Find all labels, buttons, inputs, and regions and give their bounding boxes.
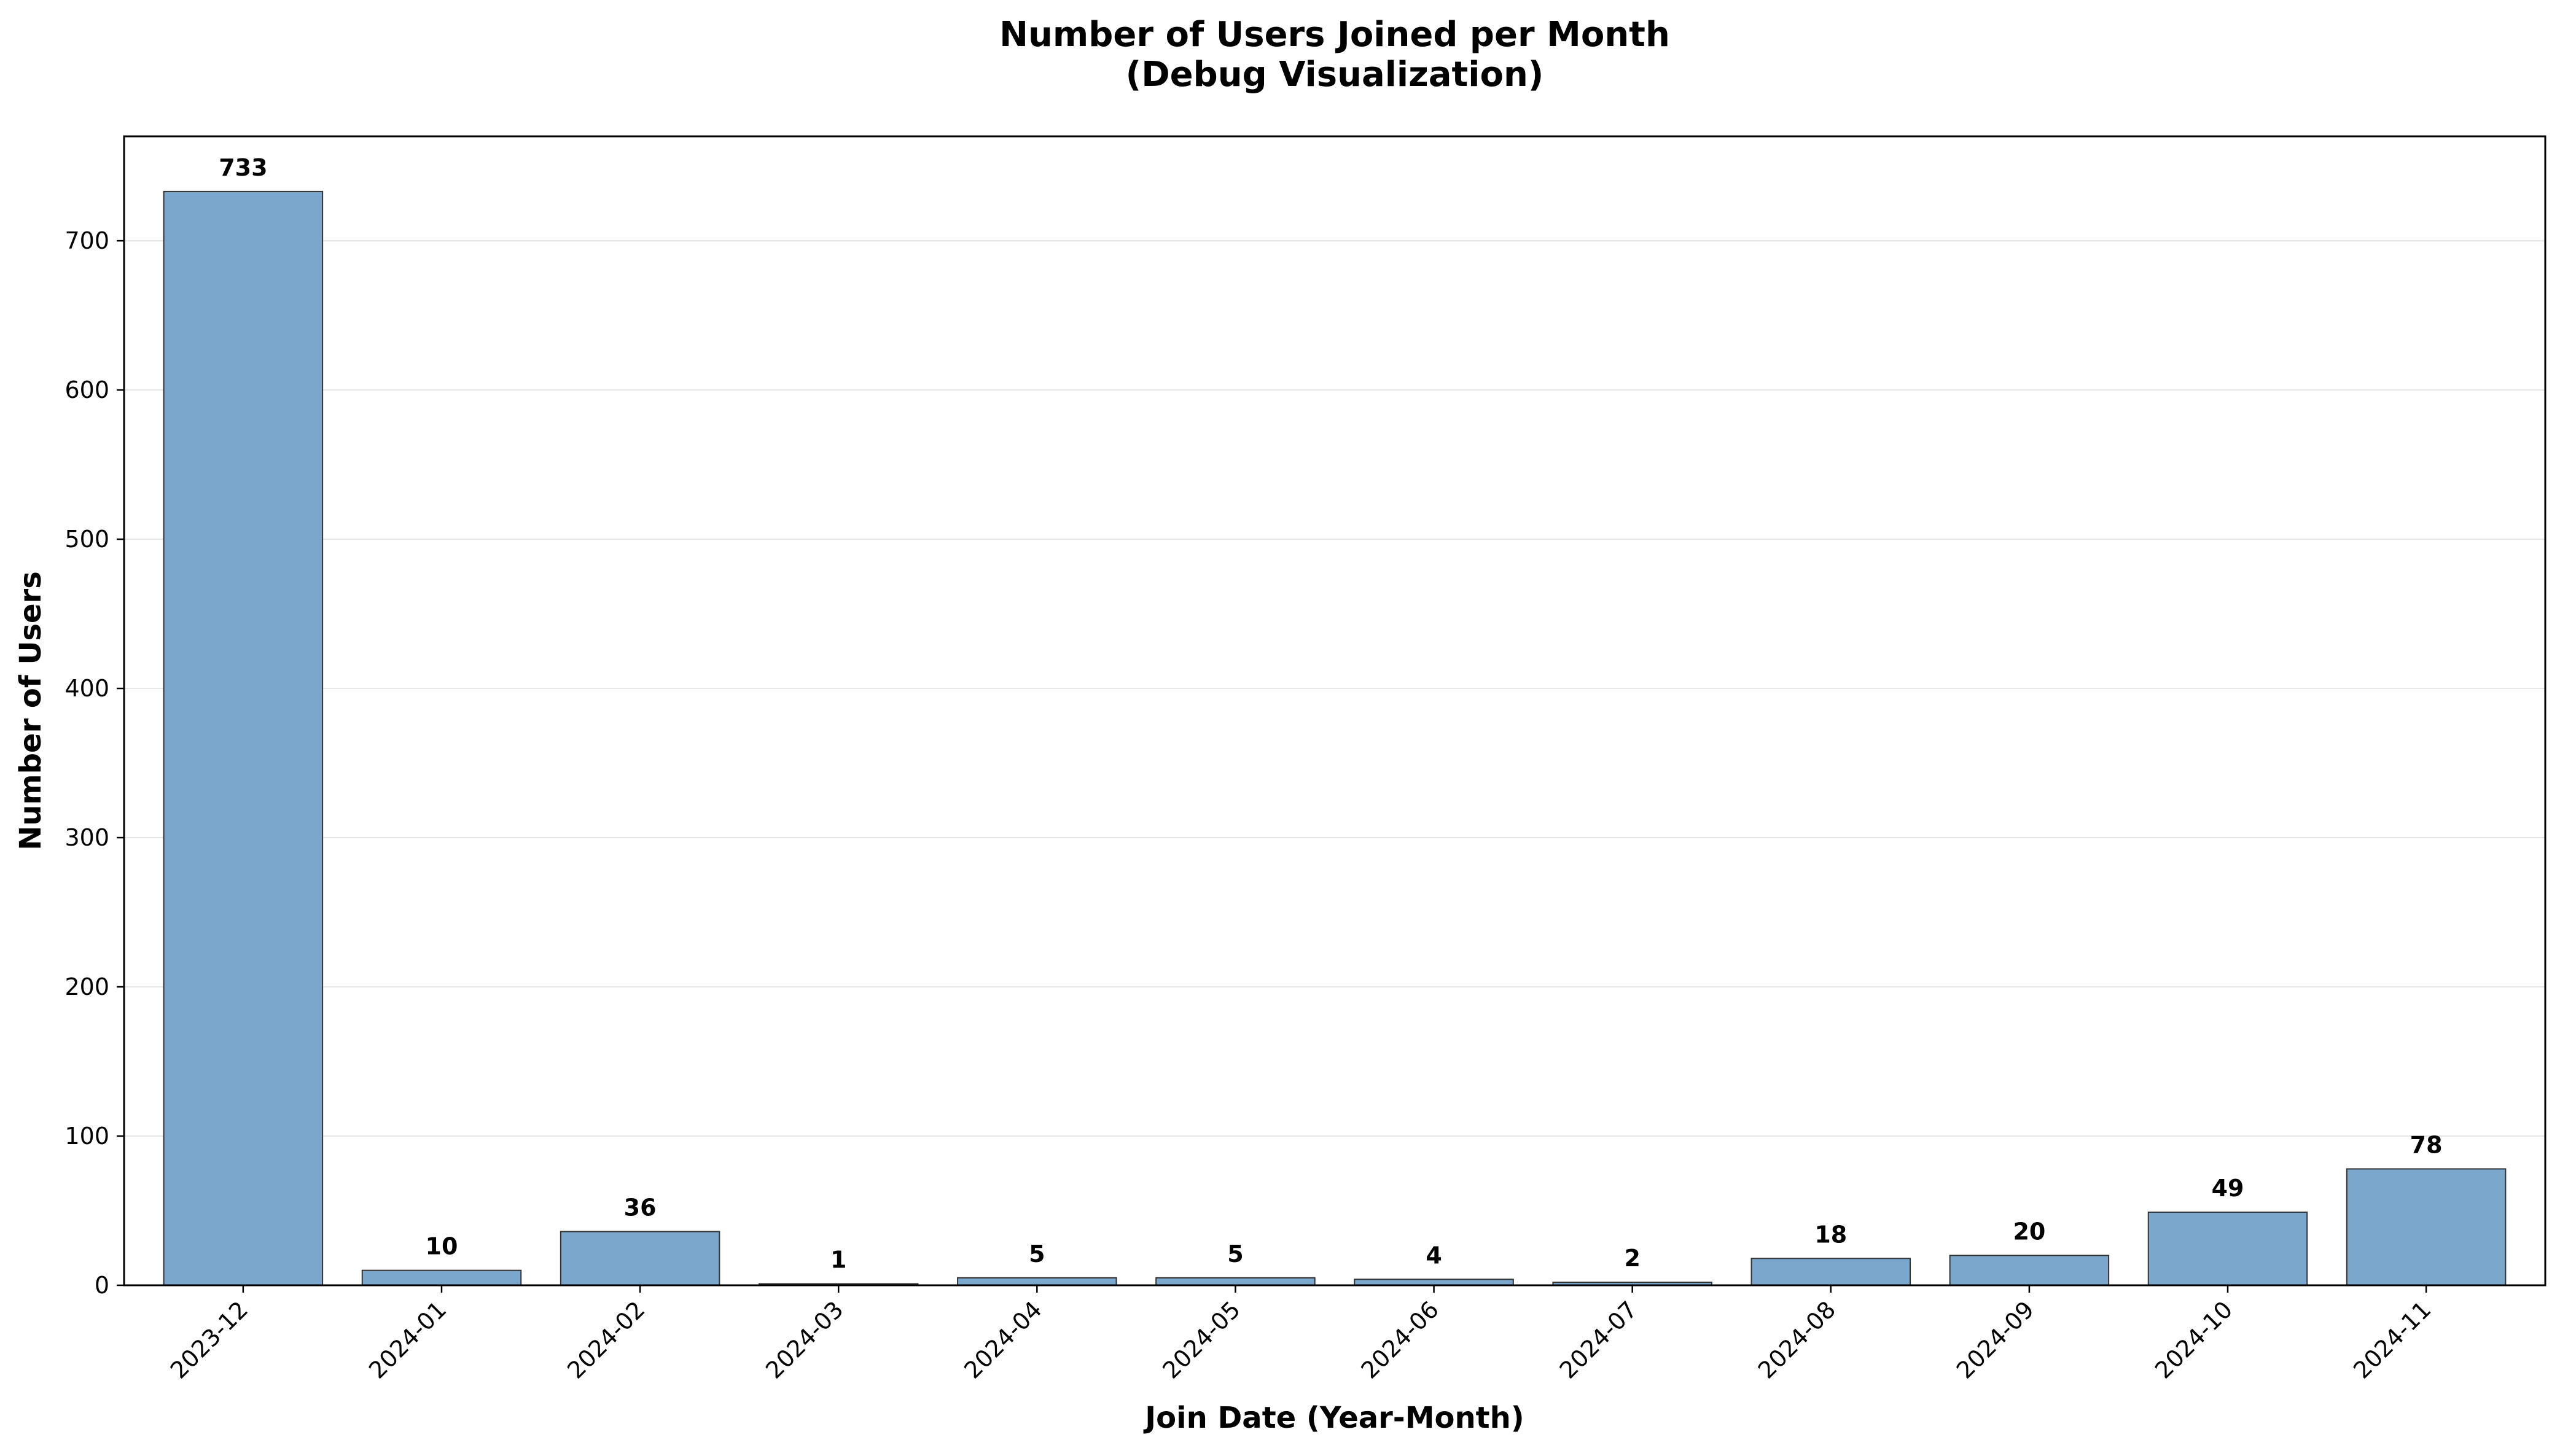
data-label-2024-05: 5 xyxy=(1227,1240,1243,1267)
x-tick-label: 2024-03 xyxy=(760,1296,848,1384)
x-tick-label: 2024-07 xyxy=(1555,1296,1642,1384)
y-tick-label: 600 xyxy=(64,376,109,403)
bar-2024-09 xyxy=(1949,1255,2110,1286)
bar-2024-01 xyxy=(361,1269,522,1287)
data-label-2024-01: 10 xyxy=(426,1233,458,1260)
x-tick-label: 2024-10 xyxy=(2150,1296,2238,1384)
data-label-2024-10: 49 xyxy=(2212,1175,2244,1202)
y-tick-label: 300 xyxy=(64,824,109,851)
x-tick-label: 2023-12 xyxy=(165,1296,253,1384)
x-tick-label: 2024-09 xyxy=(1951,1296,2039,1384)
data-label-2023-12: 733 xyxy=(219,154,267,181)
x-axis-label: Join Date (Year-Month) xyxy=(1143,1401,1524,1435)
x-axis-ticks: 2023-12 2024-01 2024-02 2024-03 2024-04 2024-… xyxy=(165,1285,2436,1384)
x-tick-label: 2024-01 xyxy=(364,1296,451,1384)
bar-2024-11 xyxy=(2346,1168,2507,1286)
data-labels: 733 10 36 1 5 5 4 2 18 20 49 78 xyxy=(219,154,2442,1274)
y-tick-label: 0 xyxy=(95,1272,109,1299)
bar-2024-10 xyxy=(2147,1211,2308,1287)
y-axis-label: Number of Users xyxy=(14,571,48,851)
bar-2024-05 xyxy=(1155,1277,1316,1286)
y-tick-label: 100 xyxy=(64,1123,109,1150)
data-label-2024-03: 1 xyxy=(830,1247,846,1274)
y-axis-ticks: 0 100 200 300 400 500 600 700 xyxy=(64,227,124,1299)
data-label-2024-06: 4 xyxy=(1426,1242,1442,1269)
x-tick-label: 2024-06 xyxy=(1356,1296,1444,1384)
bar-2024-02 xyxy=(560,1231,720,1286)
x-tick-label: 2024-02 xyxy=(562,1296,650,1384)
x-tick-label: 2024-08 xyxy=(1753,1296,1841,1384)
data-label-2024-07: 2 xyxy=(1624,1245,1640,1272)
bars xyxy=(163,190,2507,1287)
chart-title: Number of Users Joined per Month xyxy=(999,15,1670,55)
plot-area-frame xyxy=(123,135,2546,1287)
x-tick-label: 2024-05 xyxy=(1157,1296,1245,1384)
y-tick-label: 700 xyxy=(64,227,109,254)
x-tick-label: 2024-04 xyxy=(959,1296,1047,1384)
y-tick-label: 500 xyxy=(64,526,109,553)
bar-2024-08 xyxy=(1750,1258,1911,1287)
data-label-2024-11: 78 xyxy=(2410,1131,2443,1158)
bar-2023-12 xyxy=(163,190,324,1287)
data-label-2024-04: 5 xyxy=(1029,1240,1045,1267)
bar-2024-04 xyxy=(957,1277,1117,1286)
y-tick-label: 200 xyxy=(64,973,109,1000)
chart-subtitle: (Debug Visualization) xyxy=(1126,55,1544,95)
data-label-2024-08: 18 xyxy=(1814,1221,1847,1248)
data-label-2024-09: 20 xyxy=(2013,1218,2045,1245)
grid-lines xyxy=(124,240,2545,1286)
x-tick-label: 2024-11 xyxy=(2348,1296,2436,1384)
data-label-2024-02: 36 xyxy=(624,1194,657,1221)
y-tick-label: 400 xyxy=(64,675,109,702)
